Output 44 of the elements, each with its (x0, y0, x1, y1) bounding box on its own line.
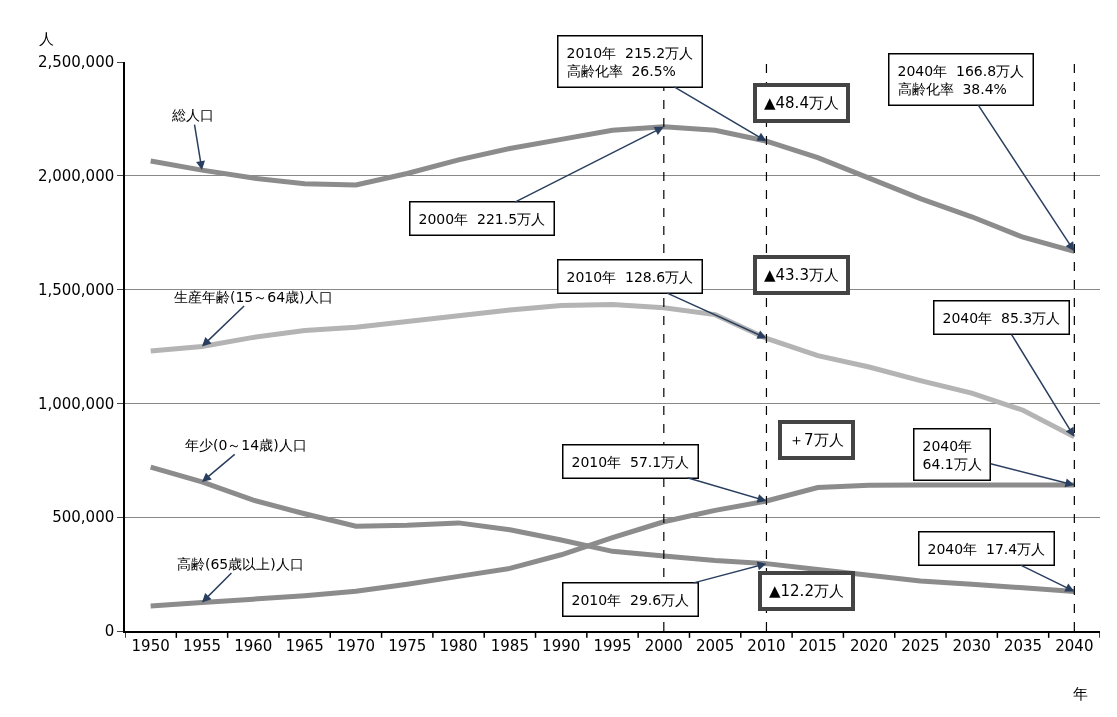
x-tick-label: 2005 (696, 636, 735, 655)
annotation: 2010年 215.2万人高齢化率 26.5% (566, 44, 694, 79)
annotation: ▲48.4万人 (764, 94, 839, 112)
x-tick-label: 1960 (234, 636, 273, 655)
annotation: 2040年 85.3万人 (942, 309, 1061, 326)
annotation: ▲12.2万人 (769, 582, 844, 600)
y-tick-label: 1,000,000 (37, 394, 115, 413)
x-axis-title: 年 (1073, 685, 1088, 703)
x-tick-label: 1970 (336, 636, 376, 655)
x-tick-label: 1990 (542, 636, 581, 655)
x-tick-label: 2030 (952, 636, 991, 655)
y-tick-label: 0 (104, 622, 115, 641)
annotation: ＋7万人 (789, 431, 844, 449)
annotation: ▲43.3万人 (764, 266, 839, 284)
y-tick-label: 1,500,000 (37, 280, 115, 299)
x-tick-label: 1980 (439, 636, 478, 655)
series-label: 高齢(65歳以上)人口 (177, 556, 304, 572)
x-tick-label: 2000 (644, 636, 683, 655)
x-tick-label: 1950 (131, 636, 170, 655)
annotation: 2040年 17.4万人 (927, 540, 1046, 557)
x-tick-label: 2010 (747, 636, 786, 655)
x-tick-label: 2040 (1055, 636, 1094, 655)
y-axis-title: 人 (39, 30, 54, 48)
x-tick-label: 2035 (1003, 636, 1043, 655)
annotation: 2010年 128.6万人 (566, 268, 694, 285)
annotation: 2040年 64.1万人 (922, 437, 982, 472)
x-tick-label: 1975 (388, 636, 427, 655)
annotation: 2040年 166.8万人高齢化率 38.4% (897, 62, 1025, 97)
series-label: 年少(0～14歳)人口 (185, 437, 307, 453)
x-tick-label: 1995 (593, 636, 632, 655)
x-tick-label: 2025 (901, 636, 940, 655)
x-tick-label: 1985 (490, 636, 529, 655)
annotation: 2000年 221.5万人 (418, 210, 546, 227)
x-tick-label: 1965 (285, 636, 324, 655)
annotation: 2010年 57.1万人 (571, 453, 690, 470)
x-tick-label: 1955 (182, 636, 222, 655)
y-tick-label: 2,500,000 (37, 53, 115, 72)
y-tick-label: 500,000 (52, 508, 115, 527)
x-tick-label: 2020 (849, 636, 889, 655)
y-tick-label: 2,000,000 (37, 167, 115, 186)
series-label: 生産年齢(15～64歳)人口 (174, 289, 333, 305)
x-tick-label: 2015 (798, 636, 837, 655)
annotation: 2010年 29.6万人 (571, 591, 690, 608)
text: 総人口 (171, 107, 214, 123)
